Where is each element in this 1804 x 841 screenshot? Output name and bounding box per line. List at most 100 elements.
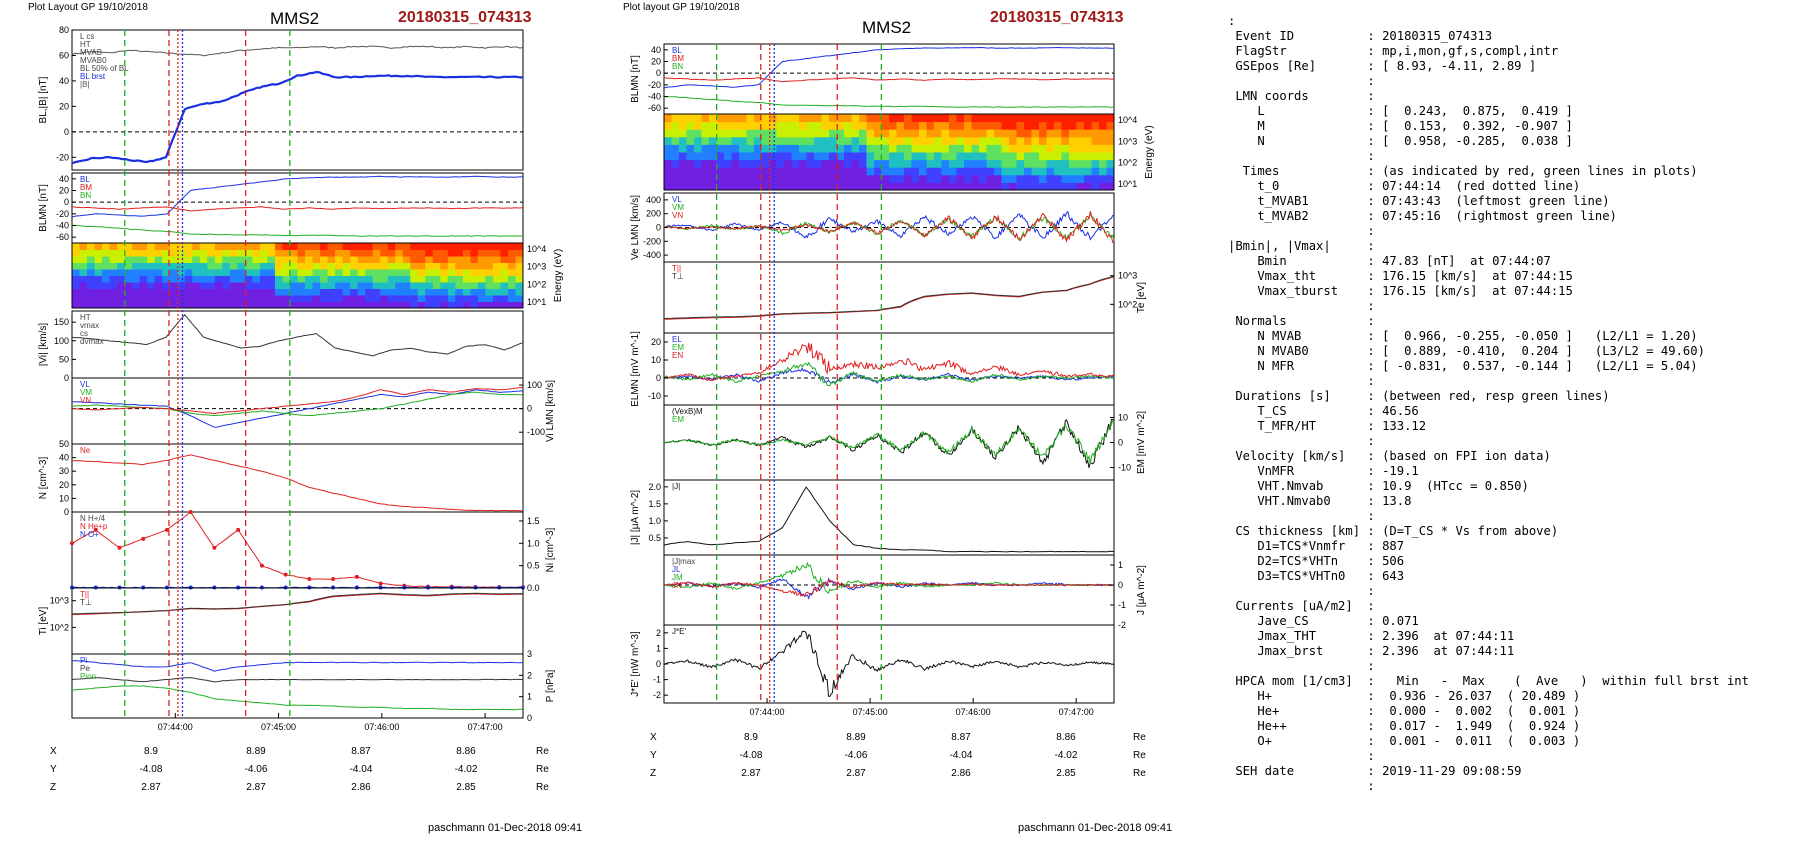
info-line: He+ : 0.000 - 0.002 ( 0.001 ) xyxy=(1228,704,1581,718)
y-axis-label: EM [mV m^-2] xyxy=(1136,411,1147,474)
spectrogram-cell xyxy=(799,136,807,145)
spectrogram-cell xyxy=(754,182,762,191)
spectrogram-cell xyxy=(701,167,710,176)
info-line: GSEpos [Re] : [ 8.93, -4.11, 2.89 ] xyxy=(1228,59,1537,73)
spectrogram-cell xyxy=(365,256,374,263)
spectrogram-cell xyxy=(799,167,807,176)
spectrogram-cell xyxy=(829,114,837,123)
spectrogram-cell xyxy=(881,152,890,161)
spectrogram-cell xyxy=(72,262,81,270)
spectrogram-cell xyxy=(889,159,897,168)
spectrogram-cell xyxy=(365,243,374,250)
spectrogram-cell xyxy=(881,136,890,145)
info-line: D2=TCS*VHTn : 506 xyxy=(1228,554,1405,568)
spectrogram-cell xyxy=(941,159,950,168)
y-tick-label: 100 xyxy=(54,336,69,346)
spectrogram-cell xyxy=(709,152,717,161)
spectrogram-cell xyxy=(297,301,306,309)
spectrogram-cell xyxy=(769,152,777,161)
spectrogram-cell xyxy=(784,144,792,153)
legend-entry: HT xyxy=(80,313,91,322)
spectrogram-cell xyxy=(507,301,516,309)
spectrogram-cell xyxy=(964,182,972,191)
spectrogram-cell xyxy=(244,262,253,270)
spectrogram-cell xyxy=(87,288,96,296)
y-tick-label: 200 xyxy=(646,209,661,219)
spectrogram-cell xyxy=(904,159,912,168)
spectrogram-cell xyxy=(372,301,381,309)
spectrogram-cell xyxy=(1054,121,1062,130)
spectrogram-cell xyxy=(147,243,156,250)
info-line: HPCA mom [1/cm3] : Min - Max ( Ave ) wit… xyxy=(1228,674,1749,688)
spectrogram-cell xyxy=(739,152,747,161)
spectrogram-cell xyxy=(297,262,306,270)
spectrogram-cell xyxy=(72,243,81,250)
spectrogram-cell xyxy=(1001,167,1010,176)
spectrogram-cell xyxy=(387,269,396,276)
legend-entry: L cs xyxy=(80,32,94,41)
spectrogram-cell xyxy=(1016,136,1025,145)
spectrogram-cell xyxy=(282,301,291,309)
y-tick-label: 0.0 xyxy=(527,583,540,593)
x-tick-label: 07:47:00 xyxy=(468,722,503,732)
y-tick-label: 30 xyxy=(59,466,69,476)
data-point xyxy=(93,527,98,532)
spectrogram-cell xyxy=(934,182,942,191)
spectrogram-cell xyxy=(671,114,680,123)
spectrogram-cell xyxy=(874,129,882,138)
spectrogram-cell xyxy=(139,269,148,276)
series-line-em xyxy=(663,419,1115,465)
spectrogram-cell xyxy=(904,152,912,161)
spectrogram-cell xyxy=(124,301,133,309)
spectrogram-cell xyxy=(312,295,321,302)
spectrogram-cell xyxy=(889,121,897,130)
spectrogram-cell xyxy=(686,174,695,183)
spectrogram-cell xyxy=(1076,129,1085,138)
spectrogram-cell xyxy=(1046,167,1055,176)
y-axis-label: Ve LMN [km/s] xyxy=(630,195,641,260)
spectrogram-cell xyxy=(447,282,456,289)
spectrogram-cell xyxy=(169,256,178,263)
spectrogram-cell xyxy=(410,275,419,283)
spectrogram-cell xyxy=(485,249,494,257)
spectrogram-cell xyxy=(761,136,770,145)
spectrogram-cell xyxy=(124,269,133,276)
spectrogram-cell xyxy=(147,269,156,276)
spectrogram-cell xyxy=(237,269,246,276)
spectrogram-cell xyxy=(731,129,740,138)
spectrogram-cell xyxy=(237,243,246,250)
spectrogram-cell xyxy=(964,121,972,130)
info-line: H+ : 0.936 - 26.037 ( 20.489 ) xyxy=(1228,689,1581,703)
pos-label-z: Z xyxy=(50,782,57,793)
y-tick-label: -100 xyxy=(527,427,545,437)
spectrogram-cell xyxy=(1106,121,1115,130)
data-point xyxy=(164,527,169,532)
legend-entry: Pion xyxy=(80,672,96,681)
spectrogram-cell xyxy=(1009,152,1017,161)
spectrogram-cell xyxy=(282,262,291,270)
series-line--j- xyxy=(663,486,1115,553)
spectrogram-cell xyxy=(342,282,351,289)
pos-value: 8.89 xyxy=(846,732,866,743)
spectrogram-cell xyxy=(1054,167,1062,176)
y-tick-label: 10^3 xyxy=(50,596,69,606)
spectrogram-cell xyxy=(911,174,920,183)
spectrogram-cell xyxy=(784,182,792,191)
spectrogram-cell xyxy=(731,144,740,153)
spectrogram-cell xyxy=(432,249,441,257)
spectrogram-cell xyxy=(679,182,687,191)
spectrogram-cell xyxy=(274,256,283,263)
spectrogram-cell xyxy=(214,249,223,257)
spectrogram-cell xyxy=(799,182,807,191)
y-tick-label: -1 xyxy=(1118,600,1126,610)
series-line--b- xyxy=(71,45,524,57)
spectrogram-cell xyxy=(896,136,905,145)
spectrogram-cell xyxy=(739,129,747,138)
spectrogram-cell xyxy=(327,249,336,257)
pos-value: -4.04 xyxy=(949,750,973,761)
spectrogram-cell xyxy=(432,256,441,263)
spectrogram-cell xyxy=(320,295,329,302)
spectrogram-cell xyxy=(776,114,785,123)
spectrogram-cell xyxy=(1061,167,1070,176)
spectrogram-cell xyxy=(686,167,695,176)
